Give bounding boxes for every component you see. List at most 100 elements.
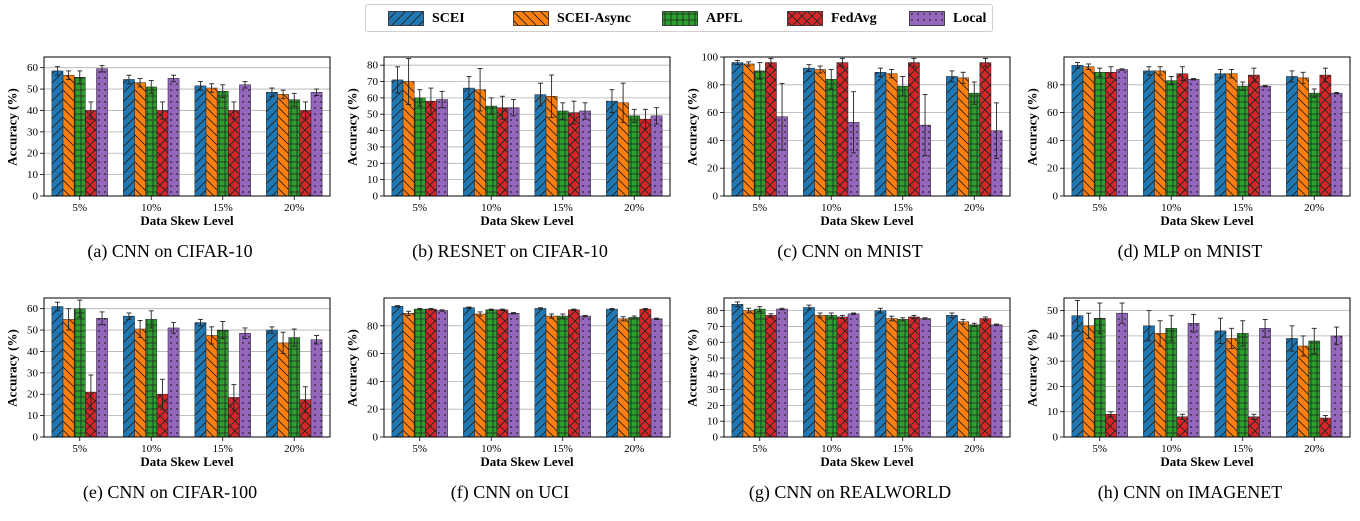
bar-hatch (414, 309, 426, 437)
bar-hatch (1308, 93, 1320, 196)
x-axis-label: Data Skew Level (140, 454, 234, 469)
x-tick-label: 20% (284, 443, 304, 455)
figure-caption: (h) CNN on IMAGENET (1097, 482, 1283, 502)
bar-hatch (836, 62, 848, 196)
y-tick-label: 60 (27, 62, 39, 74)
bar-hatch (63, 75, 75, 196)
y-tick-label: 60 (707, 337, 719, 349)
bar-hatch (1105, 414, 1117, 437)
y-axis-label: Accuracy (%) (4, 328, 19, 407)
y-axis-label: Accuracy (%) (4, 87, 19, 166)
y-tick-label: 60 (1047, 107, 1059, 119)
bar-hatch (145, 86, 157, 196)
bar-hatch (1308, 340, 1320, 437)
chart-panel-h: 0 10 20 30 40 50 5% 10% 15% 20% Data Skew Level Acc… (1020, 286, 1360, 521)
y-tick-label: 20 (27, 389, 39, 401)
bar-hatch (1226, 73, 1238, 196)
bar-hatch (990, 130, 1003, 196)
bar-hatch (123, 316, 135, 437)
y-tick-label: 40 (27, 105, 39, 117)
bar-hatch (639, 119, 651, 196)
bar-chart: 0 10 20 30 40 50 60 70 80 5% 10% 15% 20% (367, 56, 671, 214)
bar-hatch (1116, 313, 1128, 437)
bar-chart: 0 20 40 60 80 100 5% 10% 15% 20% (702, 52, 1011, 214)
legend-label: SCEI-Async (557, 11, 631, 26)
bar-hatch (1214, 330, 1227, 437)
bar-hatch (946, 315, 958, 437)
bar-hatch (776, 116, 788, 196)
x-tick-label: 5% (752, 202, 767, 214)
bar-hatch (425, 101, 437, 196)
bar-hatch (1165, 80, 1177, 196)
chart-panel-c: 0 20 40 60 80 100 5% 10% 15% 20% Data Skew Level Ac… (680, 45, 1020, 280)
y-tick-label: 70 (707, 321, 719, 333)
bar-hatch (485, 309, 497, 437)
x-tick-label: 5% (752, 443, 767, 455)
y-tick-label: 30 (707, 384, 719, 396)
figure-caption: (g) CNN on REALWORLD (748, 482, 952, 502)
bar-hatch (557, 110, 569, 196)
y-tick-label: 0 (373, 191, 379, 203)
bar-hatch (897, 86, 909, 196)
y-tick-label: 0 (33, 432, 39, 444)
bar-hatch (299, 110, 311, 196)
bar-hatch (194, 322, 207, 437)
bar-hatch (979, 62, 991, 196)
x-tick-label: 10% (481, 443, 501, 455)
bar-chart: 0 10 20 30 40 50 60 70 80 5% 10% 15% 20% (707, 297, 1011, 455)
bar-hatch (239, 84, 251, 196)
y-tick-label: 10 (367, 174, 379, 186)
bar-hatch (825, 79, 837, 196)
bar-hatch (919, 125, 931, 196)
y-tick-label: 20 (367, 404, 379, 416)
figure-caption: (b) RESNET on CIFAR-10 (412, 241, 608, 261)
y-tick-label: 50 (707, 353, 719, 365)
y-axis-label: Accuracy (%) (684, 328, 699, 407)
bar-hatch (1154, 70, 1166, 196)
y-tick-label: 40 (367, 376, 379, 388)
bar-hatch (957, 77, 969, 196)
x-tick-label: 20% (624, 443, 644, 455)
x-tick-label: 10% (481, 202, 501, 214)
bar-hatch (650, 115, 663, 196)
legend-swatch (787, 11, 823, 26)
bar-hatch (1116, 69, 1128, 196)
bar-hatch (51, 70, 64, 196)
y-axis-label: Accuracy (%) (1024, 87, 1039, 166)
bar-hatch (617, 102, 629, 196)
bar-hatch (650, 318, 663, 437)
chart-panel-e: 0 10 20 30 40 50 60 5% 10% 15% 20% Data Skew Level A… (0, 286, 340, 521)
bar-hatch (1083, 66, 1095, 196)
bar-hatch (507, 107, 520, 196)
y-tick-label: 40 (707, 135, 719, 147)
y-axis-label: Accuracy (%) (1024, 328, 1039, 407)
bar-hatch (1176, 416, 1188, 437)
y-tick-label: 80 (367, 320, 379, 332)
bar-hatch (1259, 328, 1271, 437)
bar-hatch (217, 330, 229, 437)
bar-hatch (134, 82, 146, 196)
x-tick-label: 20% (624, 202, 644, 214)
bar-hatch (557, 316, 569, 437)
bar-hatch (1330, 93, 1343, 196)
bar-hatch (979, 318, 991, 437)
y-tick-label: 10 (1047, 406, 1059, 418)
y-tick-label: 30 (27, 367, 39, 379)
bar-hatch (1083, 325, 1095, 437)
legend-label: FedAvg (831, 11, 877, 26)
x-tick-label: 20% (1304, 202, 1324, 214)
y-tick-label: 80 (707, 305, 719, 317)
y-tick-label: 0 (713, 191, 719, 203)
x-tick-label: 10% (821, 443, 841, 455)
chart-panel-f: 0 20 40 60 80 5% 10% 15% 20% Data Skew Level Accur… (340, 286, 680, 521)
bar-hatch (731, 304, 744, 437)
y-tick-label: 20 (1047, 381, 1059, 393)
y-tick-label: 0 (1053, 191, 1059, 203)
y-tick-label: 20 (27, 148, 39, 160)
legend-swatch (909, 11, 945, 26)
y-tick-label: 60 (27, 303, 39, 315)
figure-caption: (f) CNN on UCI (450, 482, 570, 502)
bar-hatch (74, 308, 86, 437)
bar-chart: 0 20 40 60 80 5% 10% 15% 20% (367, 297, 671, 455)
bar-hatch (134, 329, 146, 437)
